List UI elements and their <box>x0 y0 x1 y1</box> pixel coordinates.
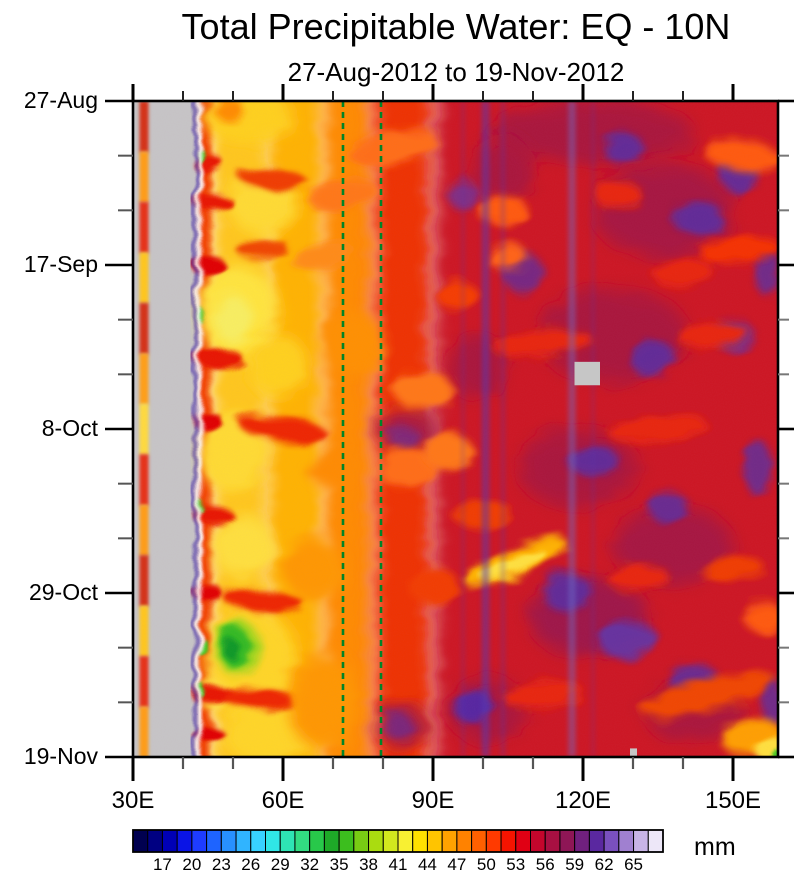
missing-data-patch <box>630 748 637 757</box>
colorbar-tick-label: 56 <box>535 855 555 872</box>
field-layer <box>133 101 778 757</box>
colorbar-tick-label: 23 <box>211 855 231 872</box>
colorbar-tick-label: 35 <box>329 855 349 872</box>
contour-texture <box>133 101 778 757</box>
x-axis-tick-label: 120E <box>554 787 612 814</box>
y-axis-tick-label: 27-Aug <box>23 87 98 113</box>
colorbar-tick-label: 41 <box>388 855 408 872</box>
colorbar-tick-label: 62 <box>594 855 614 872</box>
colorbar-tick-label: 47 <box>447 855 467 872</box>
y-axis-tick-label: 19-Nov <box>23 743 98 769</box>
colorbar-tick-label: 20 <box>182 855 202 872</box>
colorbar-tick-label: 50 <box>476 855 496 872</box>
chart-subtitle: 27-Aug-2012 to 19-Nov-2012 <box>287 57 625 87</box>
colorbar-tick-label: 65 <box>624 855 643 872</box>
colorbar-tick-label: 26 <box>241 855 261 872</box>
colorbar-unit-label: mm <box>694 833 736 861</box>
colorbar-tick-label: 29 <box>270 855 290 872</box>
y-axis-tick-label: 17-Sep <box>23 251 98 277</box>
colorbar-tick-label: 32 <box>300 855 320 872</box>
colorbar-tick-label: 38 <box>359 855 378 872</box>
colorbar-tick-label: 44 <box>417 855 437 872</box>
axis-ticks <box>105 84 794 781</box>
x-axis-tick-label: 30E <box>111 787 155 814</box>
colorbar-tick-label: 59 <box>565 855 585 872</box>
colorbar-tick-label: 17 <box>152 855 172 872</box>
x-axis-tick-label: 90E <box>411 787 455 814</box>
x-axis-tick-label: 150E <box>704 787 762 814</box>
x-axis-tick-label: 60E <box>261 787 305 814</box>
y-axis-tick-label: 8-Oct <box>41 415 98 441</box>
chart-title: Total Precipitable Water: EQ - 10N <box>181 6 731 47</box>
missing-data-patch <box>574 361 600 386</box>
colorbar-tick-label: 53 <box>506 855 526 872</box>
colorbar <box>132 829 664 853</box>
y-axis-tick-label: 29-Oct <box>28 579 98 605</box>
